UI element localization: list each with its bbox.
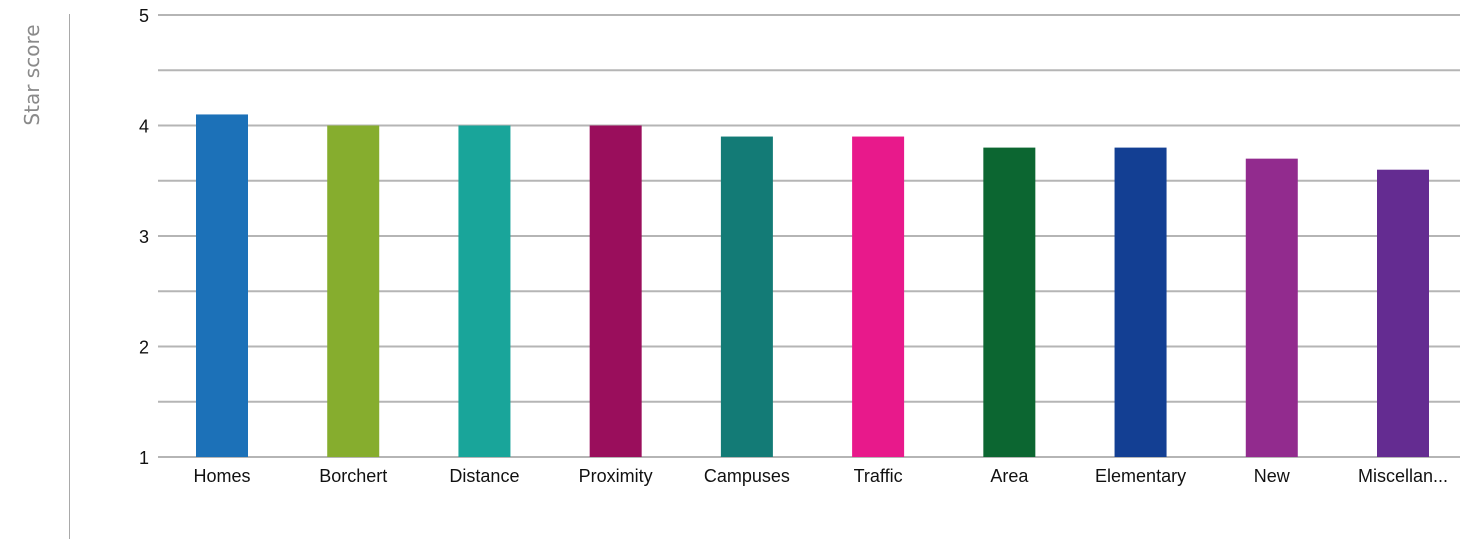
x-tick-label: Proximity [579,466,653,486]
x-tick-label: Elementary [1095,466,1186,486]
bar-campuses[interactable] [720,136,773,458]
x-tick-label: Borchert [319,466,387,486]
bar-proximity[interactable] [589,125,642,458]
y-tick-label: 3 [139,227,149,247]
x-tick-label: Area [990,466,1029,486]
x-tick-label: Campuses [704,466,790,486]
x-tick-label: Distance [449,466,519,486]
bar-miscellan[interactable] [1377,169,1429,457]
x-tick-label: Traffic [854,466,903,486]
bar-borchert[interactable] [327,125,380,458]
bar-traffic[interactable] [852,136,905,458]
x-tick-label: Miscellan... [1358,466,1448,486]
bar-homes[interactable] [196,114,248,457]
bar-elementary[interactable] [1114,147,1167,457]
bar-distance[interactable] [458,125,511,458]
y-tick-label: 4 [139,117,149,137]
y-tick-label: 5 [139,6,149,26]
y-tick-label: 2 [139,338,149,358]
y-axis-label-divider [69,14,70,539]
x-tick-label: Homes [193,466,250,486]
y-tick-labels: 1 2 3 4 5 [139,6,149,468]
y-tick-label: 1 [139,448,149,468]
x-tick-label: New [1254,466,1291,486]
bars [196,114,1429,458]
bar-area[interactable] [983,147,1036,457]
bar-new[interactable] [1245,158,1298,457]
x-tick-labels: Homes Borchert Distance Proximity Campuses Tr… [193,466,1448,486]
